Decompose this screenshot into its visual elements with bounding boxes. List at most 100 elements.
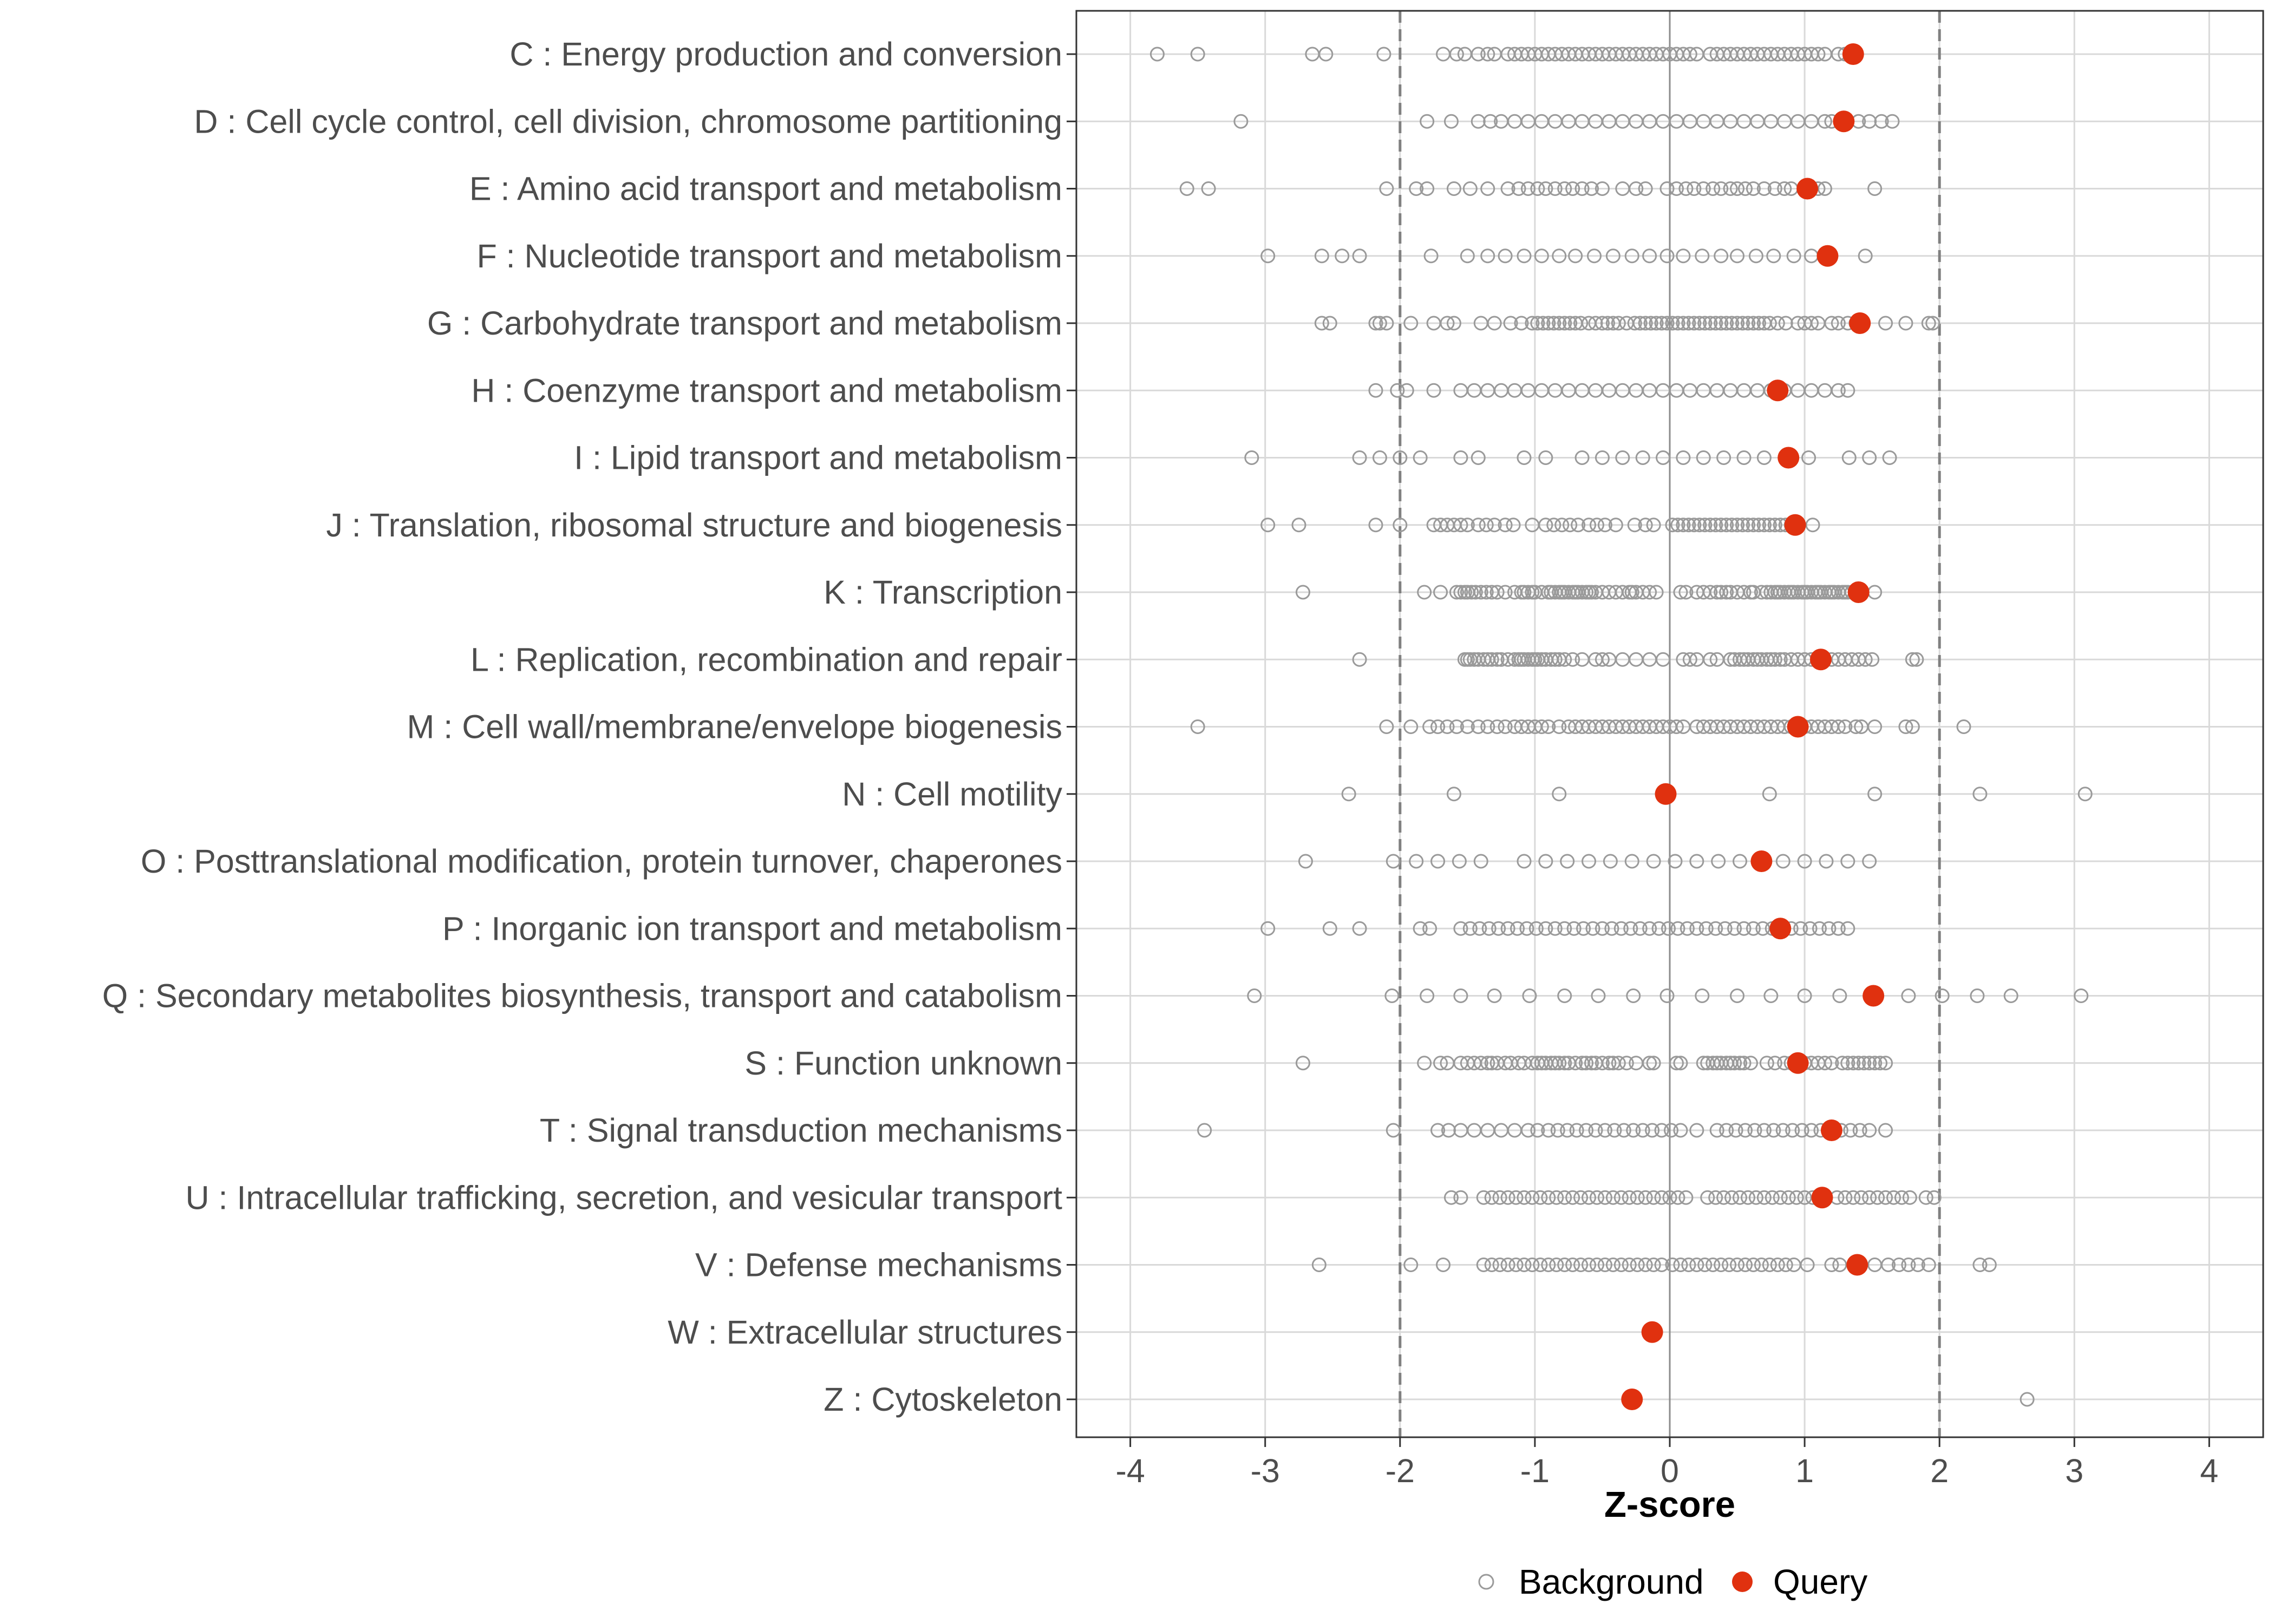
background-point xyxy=(1695,988,1710,1003)
background-point xyxy=(1862,114,1877,129)
background-point xyxy=(1737,1123,1753,1138)
background-point xyxy=(1569,1123,1584,1138)
background-point xyxy=(1656,652,1671,667)
background-point xyxy=(1449,47,1464,62)
background-point xyxy=(1714,248,1729,264)
background-point xyxy=(1568,248,1583,264)
background-point xyxy=(1566,921,1582,936)
background-point xyxy=(2074,988,2089,1003)
background-point xyxy=(1669,1056,1684,1071)
background-point xyxy=(1318,47,1334,62)
category-label: F : Nucleotide transport and metabolism xyxy=(476,238,1062,274)
background-point xyxy=(1487,518,1502,533)
query-point xyxy=(1641,1321,1663,1343)
background-point xyxy=(1661,921,1676,936)
background-point xyxy=(1541,719,1556,734)
background-point xyxy=(1765,1190,1780,1205)
background-point xyxy=(1736,585,1752,600)
background-point xyxy=(1430,854,1446,869)
background-point xyxy=(1852,1123,1867,1138)
background-point xyxy=(1538,518,1553,533)
background-point xyxy=(1417,1056,1432,1071)
background-point xyxy=(1500,1190,1515,1205)
background-point xyxy=(1462,921,1478,936)
category-label: O : Posttranslational modification, prot… xyxy=(141,843,1062,880)
background-point xyxy=(1563,518,1578,533)
background-point xyxy=(1574,181,1590,196)
background-point xyxy=(1824,1056,1839,1071)
background-point xyxy=(1695,248,1710,264)
background-point xyxy=(1689,1123,1704,1138)
background-point xyxy=(1511,181,1526,196)
background-point xyxy=(1500,1258,1515,1272)
background-point xyxy=(1626,988,1641,1003)
background-point xyxy=(1573,316,1589,331)
background-point xyxy=(1541,1258,1556,1272)
background-point xyxy=(1473,585,1488,600)
background-point xyxy=(1746,181,1761,196)
background-point xyxy=(1673,1056,1688,1071)
category-label: G : Carbohydrate transport and metabolis… xyxy=(427,305,1062,342)
background-point xyxy=(1759,1056,1774,1071)
background-point xyxy=(1393,518,1408,533)
query-point xyxy=(1655,783,1677,805)
background-point xyxy=(1500,181,1515,196)
background-point xyxy=(1972,1258,1988,1272)
x-tick-label: 3 xyxy=(2065,1452,2083,1489)
background-point xyxy=(1724,518,1740,533)
background-point xyxy=(1728,1123,1743,1138)
background-point xyxy=(1862,1190,1877,1205)
background-point xyxy=(1409,181,1424,196)
query-point xyxy=(1833,110,1855,133)
background-point xyxy=(1972,787,1988,802)
background-point xyxy=(1627,316,1642,331)
background-point xyxy=(1538,921,1553,936)
background-point xyxy=(1706,1258,1721,1272)
background-point xyxy=(1517,1258,1532,1272)
background-point xyxy=(1384,988,1400,1003)
background-point xyxy=(1487,988,1502,1003)
background-point xyxy=(1646,1056,1661,1071)
background-point xyxy=(1489,719,1505,734)
background-point xyxy=(1624,585,1639,600)
background-point xyxy=(1676,518,1691,533)
background-point xyxy=(1740,518,1755,533)
background-point xyxy=(1557,988,1572,1003)
background-point xyxy=(1473,854,1488,869)
background-point xyxy=(1982,1258,1997,1272)
background-point xyxy=(1605,248,1620,264)
background-point xyxy=(1624,248,1639,264)
background-point xyxy=(1638,316,1653,331)
background-point xyxy=(1909,652,1924,667)
background-point xyxy=(1751,316,1766,331)
x-tick-label: -4 xyxy=(1116,1452,1145,1489)
background-point xyxy=(1517,585,1532,600)
background-point xyxy=(1714,1258,1729,1272)
background-point xyxy=(1643,316,1658,331)
background-point xyxy=(1740,316,1755,331)
background-point xyxy=(1546,316,1561,331)
background-point xyxy=(1471,114,1486,129)
background-point xyxy=(1692,518,1707,533)
background-point xyxy=(1201,181,1216,196)
background-point xyxy=(1322,316,1337,331)
background-point xyxy=(1443,114,1459,129)
background-point xyxy=(1489,652,1505,667)
background-point xyxy=(1817,1056,1832,1071)
background-point xyxy=(1538,450,1553,465)
background-point xyxy=(1817,114,1832,129)
background-point xyxy=(1727,1056,1742,1071)
background-point xyxy=(1804,316,1819,331)
background-point xyxy=(1709,1123,1724,1138)
background-point xyxy=(1335,248,1350,264)
background-point xyxy=(1676,450,1691,465)
background-point xyxy=(1480,47,1495,62)
background-point xyxy=(1352,450,1367,465)
background-point xyxy=(1260,921,1276,936)
background-point xyxy=(1673,1258,1688,1272)
category-label: J : Translation, ribosomal structure and… xyxy=(326,507,1062,543)
background-point xyxy=(1460,518,1475,533)
background-point xyxy=(1748,1190,1763,1205)
background-point xyxy=(1420,988,1435,1003)
background-point xyxy=(1635,1123,1650,1138)
